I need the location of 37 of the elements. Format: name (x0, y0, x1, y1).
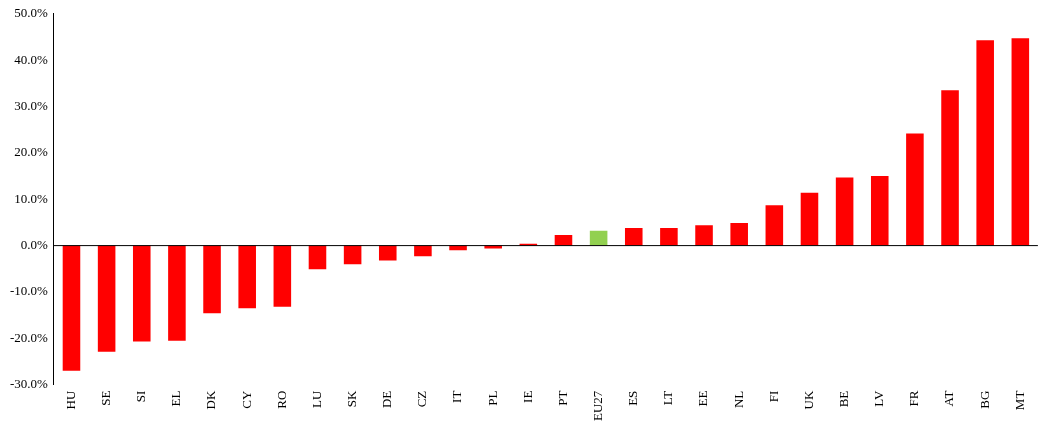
x-tick-label: MT (1011, 390, 1027, 411)
y-tick-label: -20.0% (9, 329, 49, 345)
x-tick-label: AT (941, 390, 957, 407)
y-tick-label: -10.0% (9, 283, 49, 299)
x-tick-label: LT (660, 390, 676, 406)
x-tick-label: EU27 (590, 390, 606, 422)
y-tick-label: 10.0% (14, 190, 49, 206)
x-tick-label: ES (625, 390, 641, 406)
x-tick-label: RO (273, 390, 289, 409)
x-tick-label: EE (695, 390, 711, 407)
x-tick-label: SE (98, 390, 114, 406)
x-tick-label: EL (168, 390, 184, 407)
x-tick-label: CY (238, 390, 254, 409)
y-tick-label: 30.0% (14, 97, 49, 113)
x-tick-label: LV (871, 390, 887, 407)
y-tick-label: 40.0% (14, 51, 49, 67)
x-tick-label: IE (519, 390, 535, 403)
y-tick-label: 50.0% (14, 5, 49, 21)
x-tick-label: HU (62, 390, 78, 410)
x-tick-label: FI (765, 390, 781, 403)
x-tick-label: DK (203, 390, 219, 410)
x-tick-label: UK (800, 390, 816, 410)
x-tick-label: SI (133, 390, 149, 403)
y-tick-label: 20.0% (14, 144, 49, 160)
x-tick-label: PL (484, 390, 500, 406)
x-tick-label: CZ (414, 390, 430, 408)
x-tick-label: LU (308, 390, 324, 409)
x-tick-label: BG (976, 390, 992, 409)
y-tick-label: -30.0% (9, 376, 49, 392)
x-tick-label: FR (906, 390, 922, 407)
x-tick-label: PT (554, 390, 570, 406)
y-tick-label: 0.0% (20, 237, 49, 253)
x-tick-label: NL (730, 390, 746, 409)
x-tick-label: BE (836, 390, 852, 408)
x-tick-label: IT (449, 390, 465, 403)
x-tick-label: SK (344, 390, 360, 408)
x-tick-label: DE (379, 390, 395, 409)
